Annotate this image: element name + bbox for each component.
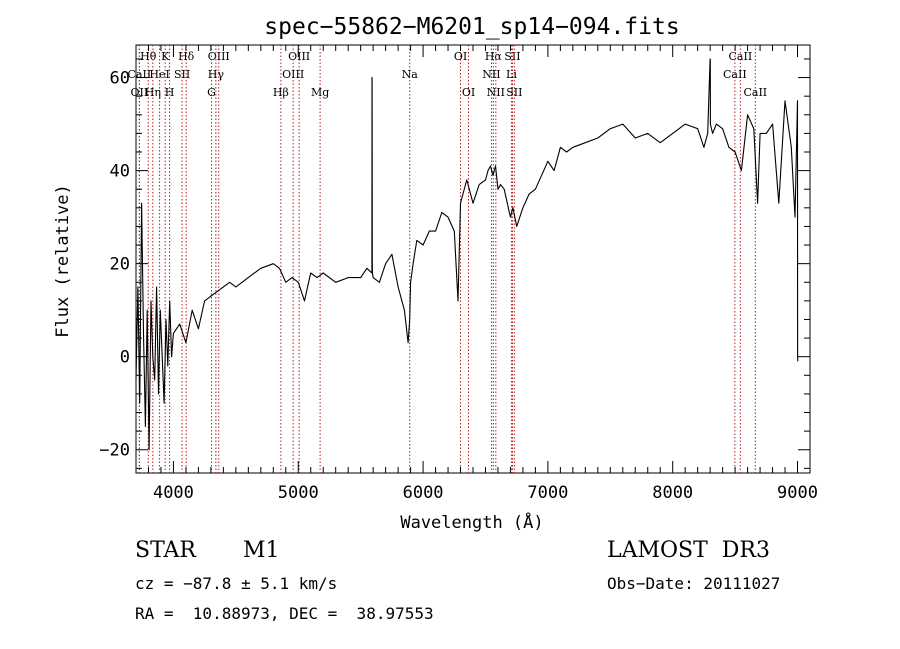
x-tick-label: 6000 bbox=[403, 483, 444, 503]
spectral-line-label: OII bbox=[131, 86, 149, 99]
spectral-line-label: Hδ bbox=[178, 50, 195, 63]
spectral-line-label: NII bbox=[487, 86, 505, 99]
x-tick-label: 7000 bbox=[527, 483, 568, 503]
x-tick-label: 4000 bbox=[153, 483, 194, 503]
y-axis-label: Flux (relative) bbox=[53, 184, 73, 338]
spectrum-line bbox=[135, 58, 799, 451]
x-axis-label: Wavelength (Å) bbox=[400, 511, 543, 533]
spectral-line-label: K bbox=[161, 50, 170, 63]
spectral-line-label: H bbox=[165, 86, 175, 99]
observation-date: Obs−Date: 20111027 bbox=[607, 574, 781, 593]
object-class: STAR bbox=[135, 538, 196, 563]
redshift-cz: cz = −87.8 ± 5.1 km/s bbox=[135, 574, 338, 593]
spectral-line-label: SII bbox=[174, 68, 190, 81]
y-tick-label: 60 bbox=[110, 69, 130, 89]
spectral-line-label: Na bbox=[402, 68, 419, 81]
y-tick-label: 40 bbox=[110, 162, 130, 182]
spectral-line-label: Hη bbox=[145, 86, 161, 99]
spectral-line-label: SII bbox=[504, 50, 520, 63]
spectral-line-label: NII bbox=[482, 68, 500, 81]
spectral-line-label: CaII bbox=[729, 50, 753, 63]
y-tick-label: 0 bbox=[120, 348, 130, 368]
spectral-line-label: OI bbox=[462, 86, 475, 99]
spectral-line-label: G bbox=[207, 86, 216, 99]
object-subclass: M1 bbox=[243, 538, 280, 563]
spectral-line-label: OIII bbox=[208, 50, 230, 63]
y-tick-label: 20 bbox=[110, 255, 130, 275]
y-tick-label: −20 bbox=[99, 441, 130, 461]
ra-dec-coordinates: RA = 10.88973, DEC = 38.97553 bbox=[135, 604, 434, 623]
x-tick-label: 8000 bbox=[652, 483, 693, 503]
spectral-line-label: CaII bbox=[743, 86, 767, 99]
chart-title: spec−55862−M6201_sp14−094.fits bbox=[264, 14, 679, 40]
spectral-line-label: Li bbox=[506, 68, 517, 81]
spectral-line-label: Hθ bbox=[140, 50, 157, 63]
spectral-line-label: Hα bbox=[485, 50, 503, 63]
spectral-line-label: HeI bbox=[149, 68, 169, 81]
spectral-line-label: Hγ bbox=[208, 68, 225, 81]
spectral-line-label: CaII bbox=[723, 68, 747, 81]
x-tick-label: 9000 bbox=[777, 483, 818, 503]
spectral-line-label: OI bbox=[454, 50, 467, 63]
spectral-line-label: SII bbox=[506, 86, 522, 99]
spectral-line-label: Mg bbox=[311, 86, 329, 99]
x-tick-label: 5000 bbox=[278, 483, 319, 503]
spectral-line-label: Hβ bbox=[273, 86, 289, 99]
spectral-line-label: OIII bbox=[282, 68, 304, 81]
spectral-line-label: OIII bbox=[288, 50, 310, 63]
survey-name: LAMOST DR3 bbox=[607, 538, 770, 563]
